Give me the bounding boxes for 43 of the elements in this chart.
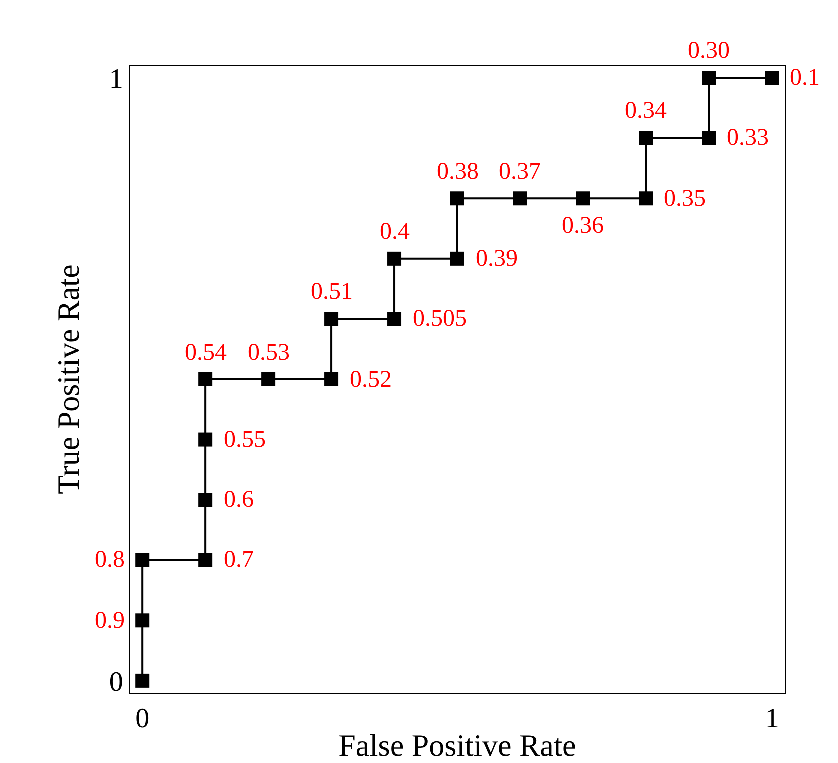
- annotation: 0.34: [625, 98, 667, 124]
- point: [136, 614, 150, 628]
- annotation: 0.54: [185, 340, 227, 366]
- annotation: 0.35: [664, 186, 706, 212]
- point: [702, 131, 716, 146]
- annotation: 0.4: [380, 219, 410, 245]
- annotation: 0.9: [95, 608, 125, 634]
- point: [513, 192, 528, 206]
- annotation: 0.55: [224, 427, 266, 453]
- annotation: 0.37: [499, 159, 541, 185]
- point: [324, 372, 339, 386]
- annotation: 0.36: [562, 213, 604, 239]
- annotation: 0.30: [688, 38, 730, 64]
- point: [388, 252, 402, 266]
- annotation: 0.8: [95, 547, 125, 573]
- point: [388, 312, 402, 326]
- x-axis-title: False Positive Rate: [338, 728, 576, 763]
- annotation: 0.38: [437, 159, 479, 185]
- annotation: 0.6: [224, 487, 254, 513]
- point: [639, 192, 654, 206]
- point: [136, 674, 150, 688]
- annotation: 0.52: [350, 367, 392, 393]
- point: [765, 71, 780, 86]
- point: [639, 131, 654, 146]
- y-axis-title: True Positive Rate: [51, 264, 86, 494]
- point: [198, 432, 213, 447]
- point: [450, 252, 464, 266]
- annotation: 0.51: [311, 279, 353, 305]
- point: [198, 493, 213, 508]
- point: [324, 312, 339, 326]
- point: [198, 372, 213, 386]
- annotation: 0.39: [476, 246, 518, 272]
- point: [702, 71, 716, 86]
- point: [450, 192, 464, 206]
- annotation: 0.7: [224, 547, 254, 573]
- annotation: 0.1: [790, 65, 820, 91]
- annotation: 0.53: [248, 340, 290, 366]
- point: [576, 192, 590, 206]
- annotation: 0.33: [727, 125, 769, 151]
- point: [262, 372, 276, 386]
- point: [136, 553, 150, 568]
- annotation: 0.505: [413, 306, 467, 332]
- point: [198, 553, 213, 568]
